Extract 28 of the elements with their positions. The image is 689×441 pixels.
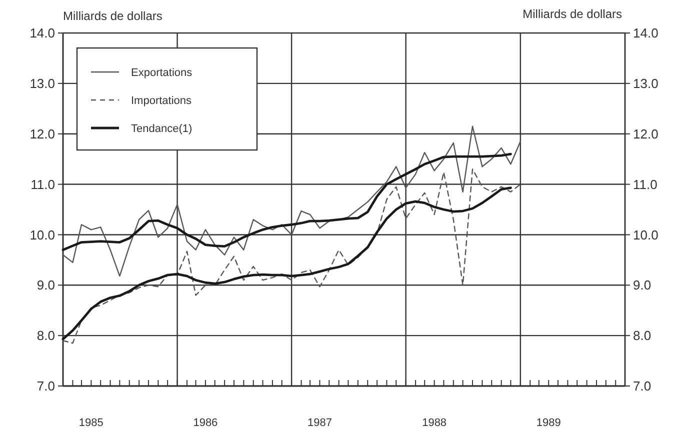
y2-tick-label: 9.0 — [633, 278, 652, 293]
x-tick-label: 1985 — [78, 417, 104, 429]
legend-label: Importations — [131, 94, 192, 107]
y-tick-label: 13.0 — [30, 76, 55, 91]
legend-label: Tendance(1) — [131, 122, 192, 135]
y2-tick-label: 14.0 — [633, 26, 658, 41]
y2-tick-label: 11.0 — [633, 176, 658, 192]
y2-tick-label: 8.0 — [633, 328, 652, 344]
x-tick-label: 1989 — [536, 417, 561, 429]
legend-label: Exportations — [131, 66, 193, 79]
y-tick-label: 10.0 — [30, 227, 55, 242]
y2-tick-label: 10.0 — [633, 227, 658, 242]
x-tick-label: 1988 — [422, 417, 447, 429]
x-tick-label: 1986 — [193, 417, 218, 429]
y-axis-title: Milliards de dollars — [63, 9, 162, 23]
y2-tick-label: 7.0 — [633, 378, 652, 394]
y-tick-label: 14.0 — [30, 26, 55, 41]
x-tick-label: 1987 — [307, 417, 332, 429]
line-series — [62, 152, 512, 252]
line-series — [62, 126, 522, 277]
y2-tick-label: 12.0 — [633, 126, 658, 142]
y-tick-label: 11.0 — [30, 176, 55, 192]
y-tick-label: 12.0 — [30, 126, 55, 142]
y-tick-label: 8.0 — [36, 328, 55, 344]
y2-axis-title: Milliards de dollars — [522, 7, 622, 21]
y2-tick-label: 13.0 — [633, 76, 658, 91]
y-tick-label: 9.0 — [36, 278, 55, 293]
y-tick-label: 7.0 — [36, 378, 55, 394]
